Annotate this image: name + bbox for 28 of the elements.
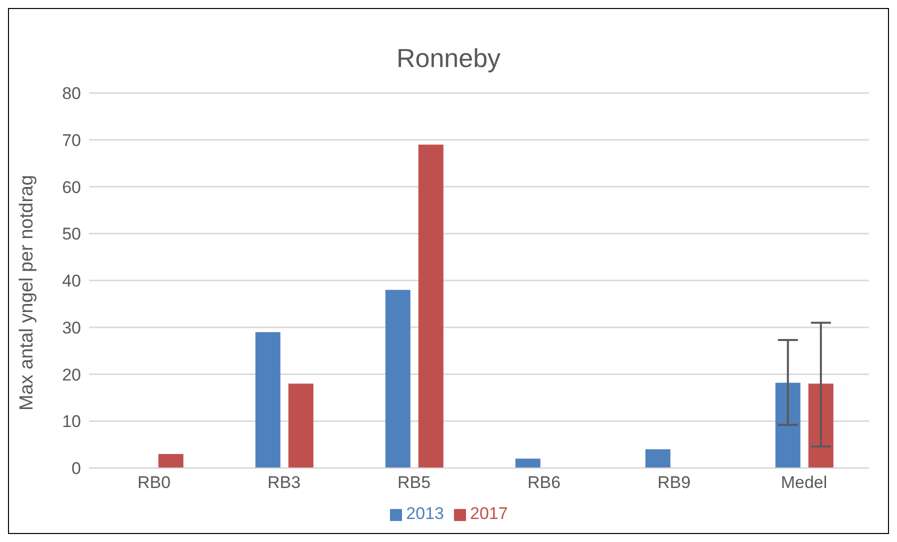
x-tick-label: RB5	[397, 473, 431, 492]
bar	[418, 144, 444, 468]
y-tick-label: 0	[72, 459, 81, 478]
y-tick-label: 20	[62, 365, 81, 384]
bar	[255, 332, 280, 468]
x-tick-label: RB9	[657, 473, 691, 492]
bar	[288, 384, 314, 468]
y-tick-label: 10	[62, 412, 81, 432]
bar	[385, 290, 410, 468]
bar	[515, 458, 540, 468]
y-tick-label: 40	[62, 272, 81, 291]
y-axis-title: Max antal yngel per notdrag	[16, 174, 38, 410]
legend-label: 2013	[406, 504, 444, 523]
y-tick-label: 70	[62, 130, 81, 150]
y-tick-label: 80	[62, 84, 81, 104]
x-tick-label: RB0	[137, 473, 171, 492]
chart-title: Ronneby	[395, 43, 502, 75]
legend-label: 2017	[470, 504, 508, 523]
y-tick-label: 30	[62, 318, 81, 338]
x-tick-label: RB3	[267, 473, 301, 492]
bar	[645, 449, 670, 468]
bar	[808, 384, 834, 468]
y-tick-label: 60	[62, 178, 81, 197]
x-tick-label: Medel	[780, 473, 828, 492]
y-tick-label: 50	[62, 224, 81, 244]
bar	[775, 382, 800, 468]
x-tick-label: RB6	[527, 473, 561, 492]
bar	[158, 454, 184, 468]
